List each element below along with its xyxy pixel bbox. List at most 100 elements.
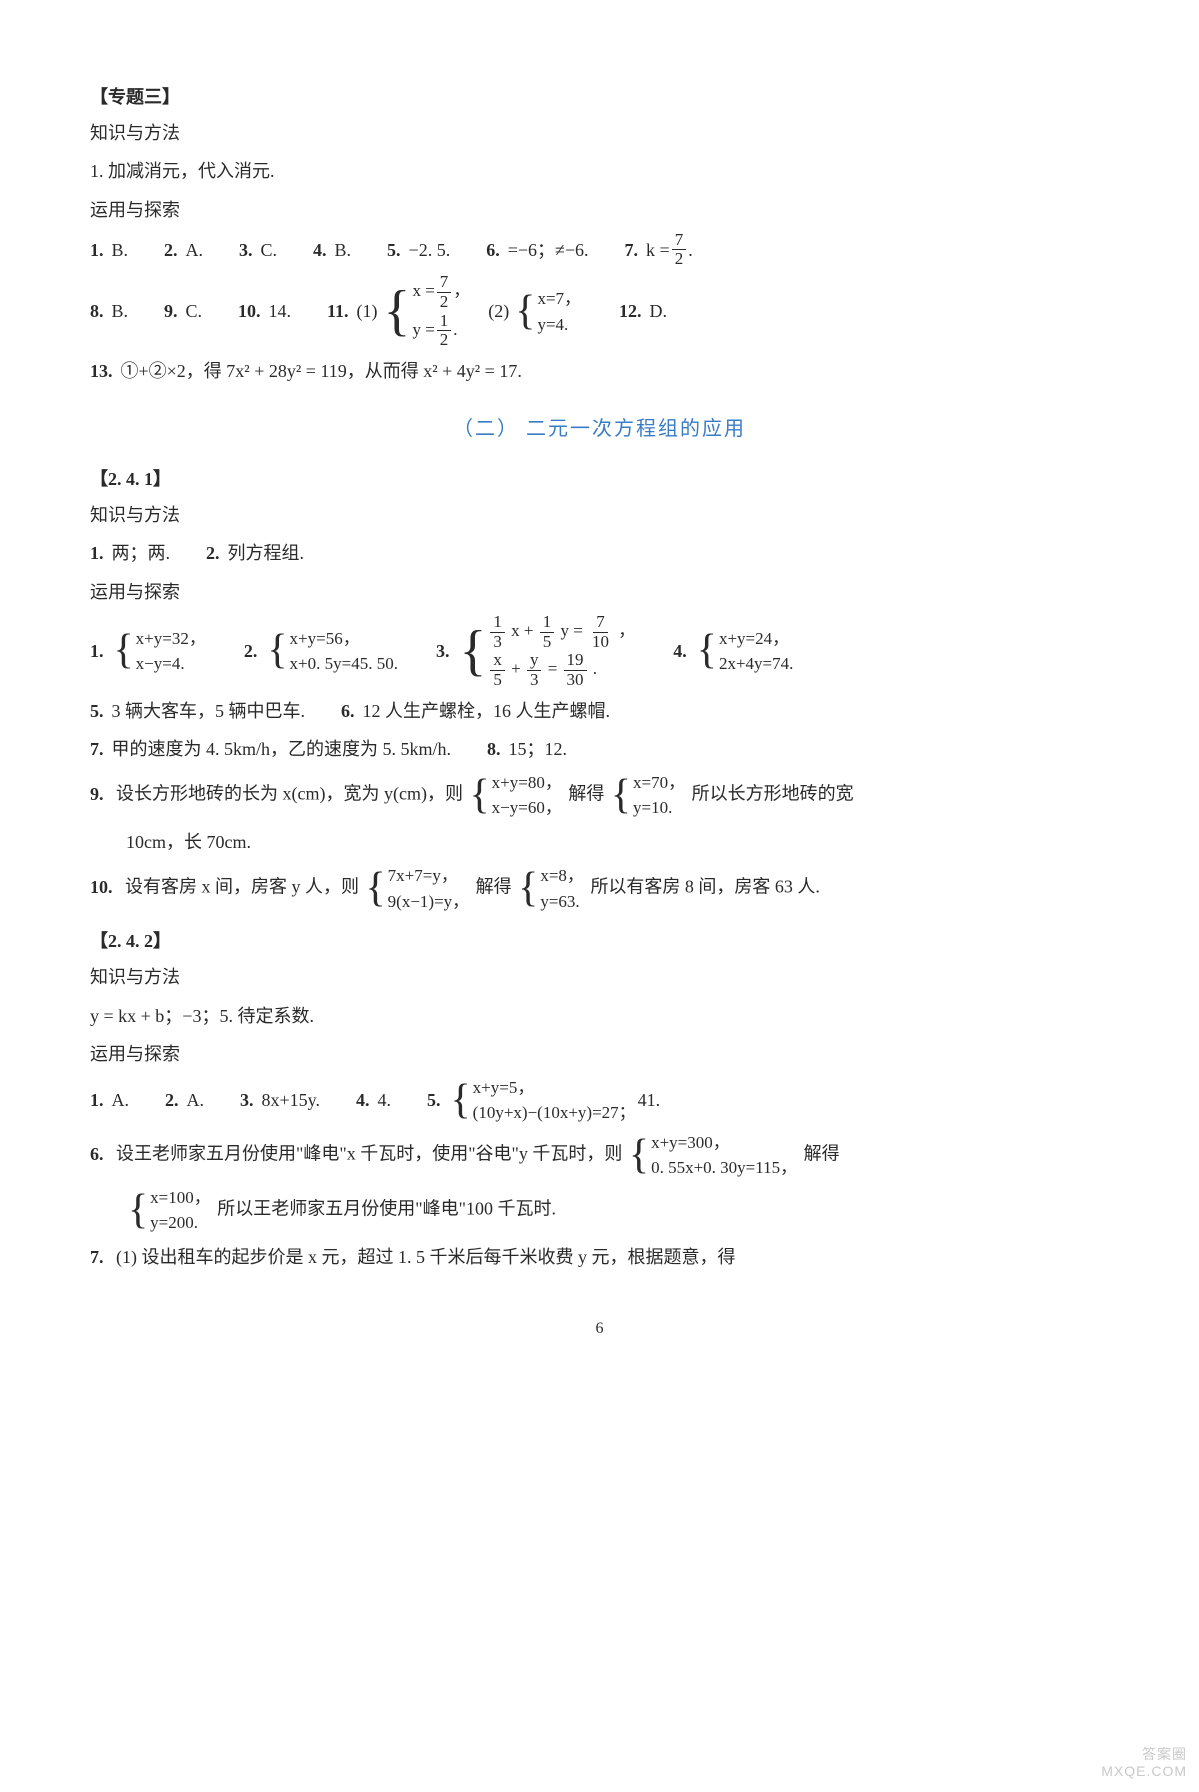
s242-a5-post: 41. [638, 1083, 661, 1117]
yt-label: 运用与探索 [90, 193, 1109, 227]
a5: −2. 5. [409, 233, 451, 267]
s241-q10-pre: 设有客房 x 间，房客 y 人，则 [125, 877, 359, 897]
a1: B. [112, 233, 129, 267]
q6: 6. [486, 233, 500, 267]
s241-q7: 7. [90, 732, 104, 766]
km-a1: 两；两. [112, 536, 171, 570]
s241-q2: 2. [244, 634, 258, 668]
s242-q6-b1: {x+y=300，0. 55x+0. 30y=115， [629, 1130, 797, 1181]
s242-a1: A. [112, 1083, 130, 1117]
s241-q8: 8. [487, 732, 501, 766]
a8: B. [112, 294, 129, 328]
topic3-row1: 1.B. 2.A. 3.C. 4.B. 5.−2. 5. 6.=−6；≠−6. … [90, 231, 1109, 269]
watermark-line2: MXQE.COM [1101, 1763, 1187, 1780]
s242-q3: 3. [240, 1083, 254, 1117]
q8: 8. [90, 294, 104, 328]
km-a2: 列方程组. [228, 536, 305, 570]
s241-a7: 甲的速度为 4. 5km/h，乙的速度为 5. 5km/h. [112, 732, 452, 766]
s241-q10-post: 所以有客房 8 间，房客 63 人. [590, 877, 820, 897]
s241-q9-b1: {x+y=80，x−y=60， [469, 770, 561, 821]
s242-q7: 7. (1) 设出租车的起步价是 x 元，超过 1. 5 千米后每千米收费 y … [90, 1240, 1109, 1274]
s242-q6-line2: {x=100，y=200. 所以王老师家五月份使用"峰电"100 千瓦时. [90, 1185, 1109, 1236]
s242-q2: 2. [165, 1083, 179, 1117]
s242-q6-mid: 解得 [804, 1144, 840, 1164]
km-q1: 1. [90, 536, 104, 570]
q13: 13. [90, 354, 113, 388]
topic3-row3: 13. ①+②×2，得 7x² + 28y² = 119，从而得 x² + 4y²… [90, 354, 1109, 388]
s241-q6: 6. [341, 694, 355, 728]
s241-q3: 3. [436, 634, 450, 668]
s241-q4-brace: {x+y=24，2x+4y=74. [697, 626, 794, 677]
s241-a8: 15；12. [509, 732, 568, 766]
watermark-line1: 答案圈 [1101, 1746, 1187, 1763]
s242-q7-text: (1) 设出租车的起步价是 x 元，超过 1. 5 千米后每千米收费 y 元，根… [116, 1247, 736, 1267]
s241-q1: 1. [90, 634, 104, 668]
a3: C. [261, 233, 278, 267]
topic3-title: 【专题三】 [90, 80, 1109, 114]
s242-km-label: 知识与方法 [90, 960, 1109, 994]
q1: 1. [90, 233, 104, 267]
s242-q6-post: 所以王老师家五月份使用"峰电"100 千瓦时. [217, 1199, 556, 1219]
s241-q4: 4. [673, 634, 687, 668]
s242-q6-b2: {x=100，y=200. [128, 1185, 211, 1236]
s241-title: 【2. 4. 1】 [90, 462, 1109, 496]
s241-r3: 7.甲的速度为 4. 5km/h，乙的速度为 5. 5km/h. 8.15；12… [90, 732, 1109, 766]
s241-q10: 10. 设有客房 x 间，房客 y 人，则 {7x+7=y，9(x−1)=y， … [90, 863, 1109, 914]
q7: 7. [625, 233, 639, 267]
topic3-row2: 8.B. 9.C. 10.14. 11. (1) { x =72， y =12.… [90, 273, 1109, 350]
s241-q9-pre: 设长方形地砖的长为 x(cm)，宽为 y(cm)，则 [116, 784, 463, 804]
s241-a6: 12 人生产螺栓，16 人生产螺帽. [363, 694, 611, 728]
km-label: 知识与方法 [90, 116, 1109, 150]
q4: 4. [313, 233, 327, 267]
q2: 2. [164, 233, 178, 267]
q11: 11. [327, 294, 349, 328]
q5: 5. [387, 233, 401, 267]
a10: 14. [269, 294, 292, 328]
watermark: 答案圈 MXQE.COM [1101, 1746, 1187, 1780]
a7-pre: k = [646, 233, 670, 267]
a7-post: . [688, 233, 693, 267]
s241-km-label: 知识与方法 [90, 498, 1109, 532]
s242-q5: 5. [427, 1083, 441, 1117]
q3: 3. [239, 233, 253, 267]
a7-frac: 72 [672, 231, 687, 269]
s242-q4: 4. [356, 1083, 370, 1117]
q11-p2-label: (2) [488, 294, 509, 328]
s241-q9-post: 所以长方形地砖的宽 [692, 784, 854, 804]
a2: A. [186, 233, 204, 267]
subsection-title: （二） 二元一次方程组的应用 [90, 410, 1109, 448]
q12: 12. [619, 294, 642, 328]
s241-a5: 3 辆大客车，5 辆中巴车. [112, 694, 306, 728]
a13: ①+②×2，得 7x² + 28y² = 119，从而得 x² + 4y² = … [121, 354, 522, 388]
s241-q10-b2: {x=8，y=63. [518, 863, 584, 914]
q11-p2-brace: { x=7， y=4. [515, 286, 581, 337]
s241-q9-num: 9. [90, 784, 104, 804]
s241-q10-b1: {7x+7=y，9(x−1)=y， [366, 863, 470, 914]
a12: D. [650, 294, 668, 328]
a9: C. [186, 294, 203, 328]
s241-q9: 9. 设长方形地砖的长为 x(cm)，宽为 y(cm)，则 {x+y=80，x−… [90, 770, 1109, 821]
q10: 10. [238, 294, 261, 328]
s241-q2-brace: {x+y=56，x+0. 5y=45. 50. [267, 626, 398, 677]
s242-q1: 1. [90, 1083, 104, 1117]
s242-q6-pre: 设王老师家五月份使用"峰电"x 千瓦时，使用"谷电"y 千瓦时，则 [116, 1144, 622, 1164]
s242-a4: 4. [377, 1083, 391, 1117]
s241-r2: 5.3 辆大客车，5 辆中巴车. 6.12 人生产螺栓，16 人生产螺帽. [90, 694, 1109, 728]
km-q2: 2. [206, 536, 220, 570]
s241-q3-brace: { 13 x + 15 y = 710 ， x5 + y3 = 1930 . [459, 613, 635, 690]
a6: =−6；≠−6. [508, 233, 589, 267]
s241-q1-brace: {x+y=32，x−y=4. [114, 626, 206, 677]
s241-yt-label: 运用与探索 [90, 575, 1109, 609]
s242-a3: 8x+15y. [262, 1083, 320, 1117]
s242-q5-brace: {x+y=5，(10y+x)−(10x+y)=27； [450, 1075, 635, 1126]
s241-q9-b2: {x=70，y=10. [611, 770, 685, 821]
q11-p1-label: (1) [357, 294, 378, 328]
s241-km-line: 1.两；两. 2.列方程组. [90, 536, 1109, 570]
s241-q5: 5. [90, 694, 104, 728]
s242-q6-num: 6. [90, 1144, 104, 1164]
page-number: 6 [90, 1314, 1109, 1344]
s242-yt-label: 运用与探索 [90, 1037, 1109, 1071]
s241-q10-mid: 解得 [476, 877, 512, 897]
km-item-1: 1. 加减消元，代入消元. [90, 154, 1109, 188]
s241-q9-line2: 10cm，长 70cm. [90, 825, 1109, 859]
